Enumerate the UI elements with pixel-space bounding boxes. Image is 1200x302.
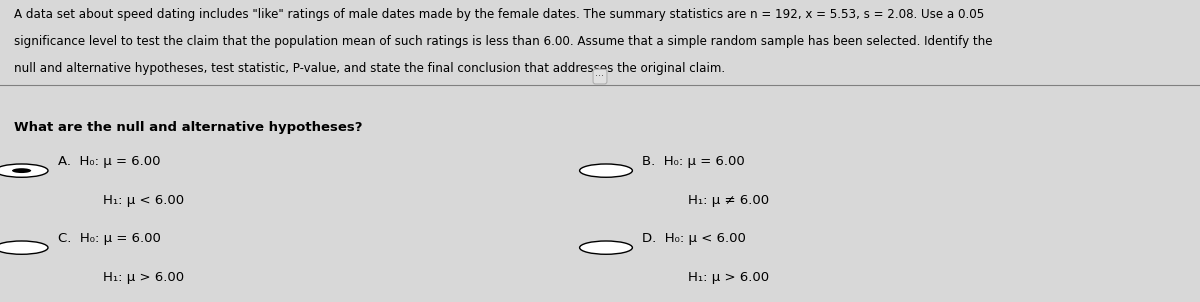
Text: B.  H₀: μ = 6.00: B. H₀: μ = 6.00 xyxy=(642,155,745,168)
Text: significance level to test the claim that the population mean of such ratings is: significance level to test the claim tha… xyxy=(14,35,992,48)
Circle shape xyxy=(580,164,632,177)
Text: What are the null and alternative hypotheses?: What are the null and alternative hypoth… xyxy=(14,121,362,134)
Text: H₁: μ < 6.00: H₁: μ < 6.00 xyxy=(103,194,185,207)
Circle shape xyxy=(0,164,48,177)
Text: D.  H₀: μ < 6.00: D. H₀: μ < 6.00 xyxy=(642,232,746,245)
Circle shape xyxy=(580,241,632,254)
Circle shape xyxy=(0,241,48,254)
Text: null and alternative hypotheses, test statistic, P-value, and state the final co: null and alternative hypotheses, test st… xyxy=(14,62,726,75)
Text: C.  H₀: μ = 6.00: C. H₀: μ = 6.00 xyxy=(58,232,161,245)
Text: H₁: μ > 6.00: H₁: μ > 6.00 xyxy=(688,271,769,284)
Text: A data set about speed dating includes "like" ratings of male dates made by the : A data set about speed dating includes "… xyxy=(14,8,985,21)
Text: H₁: μ > 6.00: H₁: μ > 6.00 xyxy=(103,271,185,284)
Text: A.  H₀: μ = 6.00: A. H₀: μ = 6.00 xyxy=(58,155,160,168)
Circle shape xyxy=(12,168,31,173)
Text: ···: ··· xyxy=(595,72,605,82)
Text: H₁: μ ≠ 6.00: H₁: μ ≠ 6.00 xyxy=(688,194,769,207)
